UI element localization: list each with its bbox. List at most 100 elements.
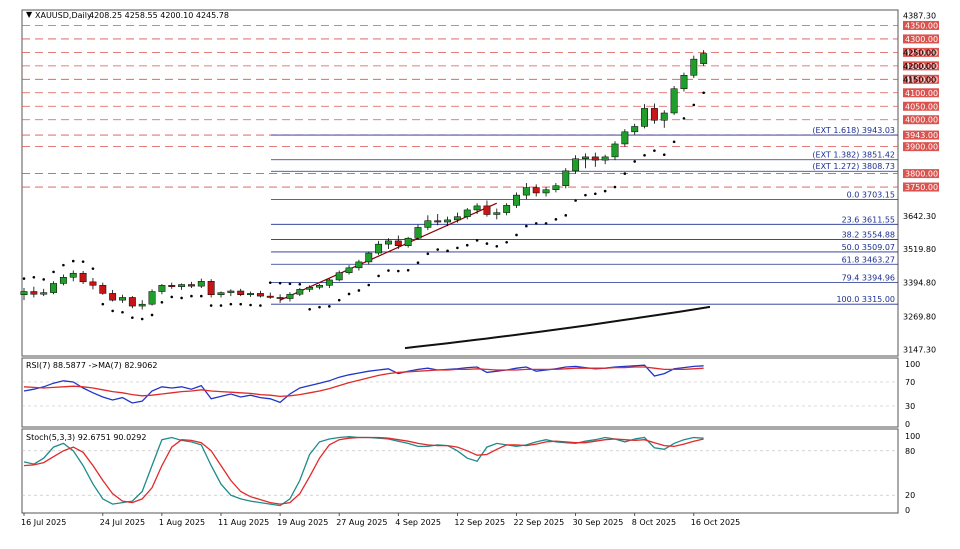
sar-dot [495,244,499,248]
time-tick-label: 24 Jul 2025 [100,518,145,527]
sar-dot [534,222,538,225]
candle-body [680,75,688,89]
parabolic-sar [22,91,705,321]
time-tick-label: 4 Sep 2025 [395,518,441,527]
sar-dot [594,192,597,196]
candle-body [59,277,67,284]
sar-dot [121,310,124,314]
sar-dot [180,296,183,300]
candle-body [522,187,530,196]
level-label: 3800.00 [905,170,938,179]
candle-body [473,205,481,211]
price-tick-label: 4200.00 [903,62,936,71]
candle-body [542,189,550,194]
candle-body [286,293,294,299]
candle-body [306,286,314,290]
sar-dot [485,242,489,245]
level-label-bg [903,101,939,111]
sar-dot [219,304,223,307]
candle-body [404,237,412,246]
stochastic-indicator: 100 80 20 0 [22,432,920,515]
level-label-bg [903,169,939,179]
sar-dot [682,117,686,120]
sar-dot [446,249,449,253]
sar-dot [131,316,134,319]
price-tick-label: 4150.00 [903,75,936,84]
sar-dot [564,214,568,217]
level-label-bg [903,34,939,44]
sar-dot [328,305,331,308]
sar-dot [229,302,233,306]
level-label-bg [903,115,939,125]
sar-dot [209,304,213,307]
sar-dot [288,282,292,286]
sar-dot [71,259,75,263]
stoch-panel [21,428,899,514]
sar-dot [91,267,95,270]
stoch-label: Stoch(5,3,3) 92.6751 90.0292 [26,433,146,442]
candle-body [660,112,668,121]
time-tick-label: 22 Sep 2025 [514,518,565,527]
sar-dot [259,304,262,307]
candle-body [207,281,215,296]
candle-body [99,285,107,294]
candle-body [483,205,491,215]
sar-dot [436,248,440,251]
sar-dot [584,193,587,197]
candle-body [197,281,205,287]
sar-dot [140,317,144,321]
osc-tick-label: 30 [905,402,915,411]
candle-body [316,285,323,288]
time-tick-label: 30 Sep 2025 [573,518,624,527]
candle-body [296,289,304,295]
sar-dot [554,218,558,221]
candle-body [641,108,648,127]
level-label: 3750.00 [905,183,938,192]
level-label-bg [903,142,939,152]
candle-body [493,212,501,215]
price-tick-label: 4250.00 [903,48,936,57]
candle-body [227,290,235,293]
candle-body [69,272,77,278]
level-label-bg [903,182,939,192]
candle-body [582,156,589,160]
time-tick-label: 8 Oct 2025 [632,518,676,527]
candle-body [237,290,245,296]
osc-tick-label: 80 [905,447,915,456]
candle-body [335,272,343,281]
candle-body [266,295,274,298]
sar-dot [456,246,459,250]
sar-dot [249,303,252,307]
candle-body [601,156,609,161]
candle-body [621,131,629,145]
dropdown-triangle-icon[interactable]: ▼ [26,10,33,19]
time-tick-label: 19 Aug 2025 [277,518,328,527]
sar-dot [662,153,666,157]
sar-dot [465,243,469,247]
candle-body [188,284,195,287]
level-label-bg [903,74,939,84]
candle-body [50,283,57,293]
sar-dot [505,240,508,244]
candle-body [148,291,156,305]
candle-body [611,143,619,158]
candle-body [325,279,333,286]
candle-body [345,267,353,273]
sar-dot [318,305,321,309]
fib-label: 23.6 3611.55 [842,215,895,224]
candle-body [552,185,560,190]
candle-body [513,194,520,206]
candle-body [670,88,678,114]
level-label: 4300.00 [905,35,938,44]
sar-dot [623,172,627,175]
candle-body [365,252,373,263]
sar-dot [544,222,548,225]
sar-dot [377,274,380,278]
long-moving-average [404,305,711,350]
sar-dot [416,261,420,265]
sar-dot [101,302,105,306]
sar-dot [268,281,272,284]
level-label: 4350.00 [905,21,938,30]
sar-dot [643,153,646,157]
